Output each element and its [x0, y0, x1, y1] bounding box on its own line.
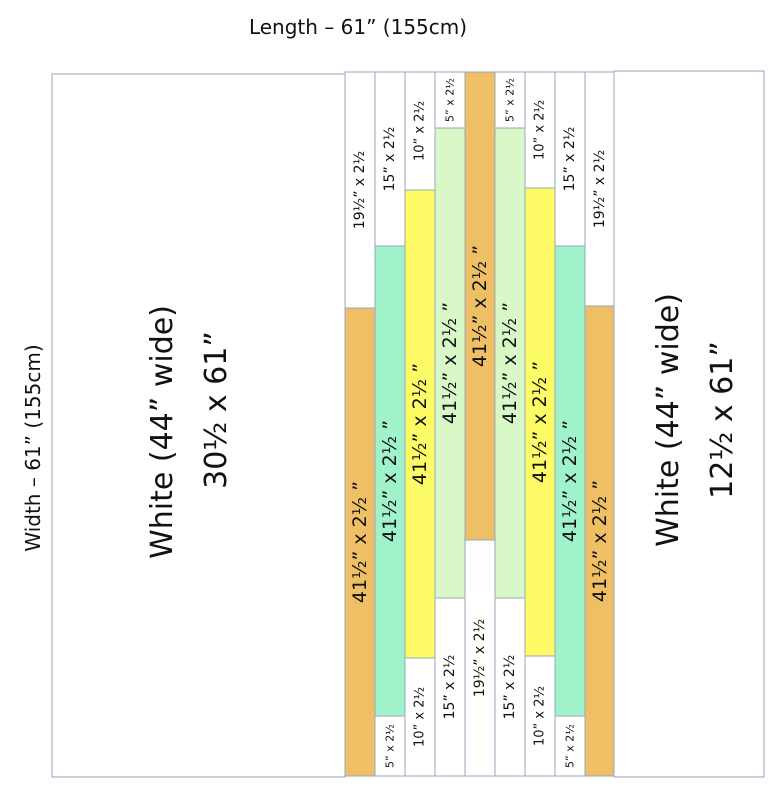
strip-3-middle-piece: [404, 189, 436, 659]
strip-6-bottom-piece: [494, 597, 526, 777]
strip-1-top-label: 19½” x 2½: [352, 151, 368, 229]
strip-7-bottom-piece: [524, 655, 556, 777]
strip-7-middle-piece: [524, 187, 556, 657]
strip-4-middle-label: 41½” x 2½ ”: [439, 302, 461, 424]
left-panel-size: 30½ x 61”: [199, 331, 234, 489]
strip-columns: 19½” x 2½ 41½” x 2½ ” 15” x 2½ 41½” x 2½ ” 5…: [344, 71, 616, 777]
strip-6-middle-piece: [494, 127, 526, 599]
width-label: Width – 61” (155cm): [21, 344, 45, 551]
right-panel: White (44” wide) 12½ x 61”: [613, 70, 765, 778]
strip-4-bottom-piece: [434, 597, 466, 777]
strip-5-bottom-label: 19½” x 2½: [472, 619, 488, 697]
strip-3-bottom-label: 10” x 2½: [413, 687, 428, 747]
strip-3-middle-label: 41½” x 2½ ”: [409, 363, 431, 485]
strip-7-middle-label: 41½” x 2½ ”: [529, 361, 551, 483]
strip-1-bottom-piece: [344, 307, 376, 777]
strip-5-bottom-piece: [464, 539, 496, 777]
right-panel-size: 12½ x 61”: [705, 341, 740, 499]
strip-1-bottom-label: 41½” x 2½ ”: [349, 481, 371, 603]
strip-6-top-label: 5” x 2½: [504, 78, 517, 122]
strip-3-top-label: 10” x 2½: [413, 101, 428, 161]
left-panel: White (44” wide) 30½ x 61”: [51, 73, 346, 778]
strip-4-bottom-label: 15” x 2½: [442, 655, 458, 720]
strip-8-top-piece: [554, 71, 586, 247]
left-panel-title: White (44” wide): [145, 305, 180, 559]
strip-3-bottom-piece: [404, 657, 436, 777]
strip-9-bottom-label: 41½” x 2½ ”: [589, 480, 611, 602]
strip-2-top-label: 15” x 2½: [382, 127, 398, 192]
strip-4-top-piece: [434, 71, 466, 129]
strip-6-bottom-label: 15” x 2½: [502, 655, 518, 720]
strip-7-top-piece: [524, 71, 556, 189]
strip-8-bottom-label: 5” x 2½: [564, 724, 577, 768]
strip-8-top-label: 15” x 2½: [562, 127, 578, 192]
strip-4-top-label: 5” x 2½: [444, 78, 457, 122]
strip-6-middle-label: 41½” x 2½ ”: [499, 302, 521, 424]
strip-7-top-label: 10” x 2½: [533, 100, 548, 160]
strip-2-bottom-label: 5” x 2½: [384, 724, 397, 768]
strip-1-top-piece: [344, 71, 376, 309]
strip-9-top-label: 19½” x 2½: [592, 150, 608, 228]
length-label: Length – 61” (155cm): [249, 15, 467, 39]
strip-8-middle-piece: [554, 245, 586, 717]
right-panel-title: White (44” wide): [651, 293, 686, 547]
strip-2-middle-label: 41½” x 2½ ”: [379, 420, 401, 542]
strip-7-bottom-label: 10” x 2½: [533, 686, 548, 746]
strip-2-bottom-piece: [374, 715, 406, 777]
strip-9-bottom-piece: [584, 305, 616, 777]
strip-8-middle-label: 41½” x 2½ ”: [559, 420, 581, 542]
strip-8-bottom-piece: [554, 715, 586, 777]
strip-5-top-label: 41½” x 2½ ”: [469, 245, 491, 367]
